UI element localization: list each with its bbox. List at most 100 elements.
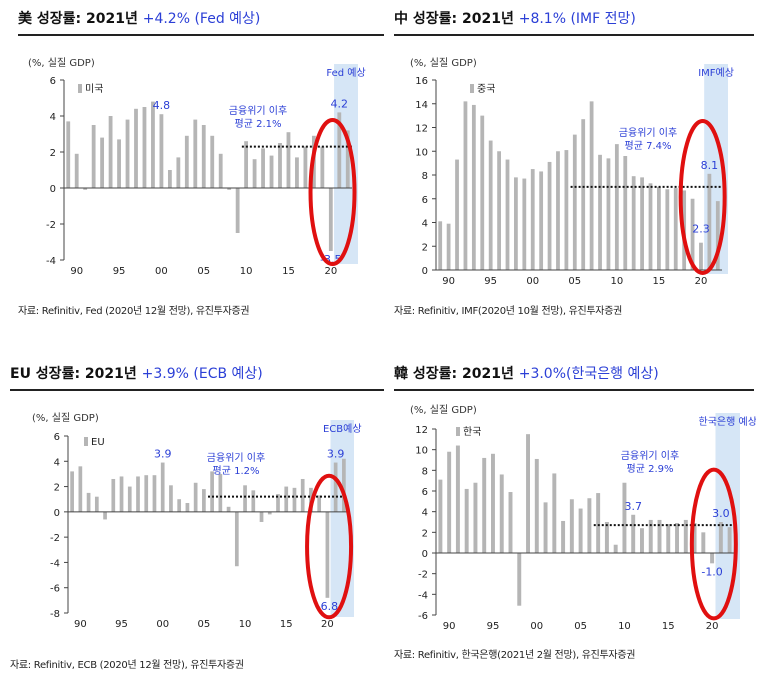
unit-label: (%, 실질 GDP) [410, 404, 477, 416]
x-tick-label: 00 [526, 276, 539, 287]
x-tick-label: 10 [610, 276, 623, 287]
bar-2020 [325, 511, 330, 598]
bar-2007 [589, 101, 594, 270]
legend-label: EU [91, 437, 105, 448]
bar-2014 [278, 143, 282, 188]
chart-panel-eu: EU 성장률: 2021년 +3.9% (ECB 예상) ECB예상 (%, 실질… [10, 363, 384, 675]
highlight-ellipse [689, 467, 738, 621]
bar-2013 [267, 511, 272, 515]
y-tick-label: 6 [50, 76, 56, 87]
bar-2008 [227, 188, 232, 190]
bar-1995 [488, 140, 493, 270]
bar-2012 [259, 511, 264, 522]
avg-label-line1: 금융위기 이후 [621, 449, 679, 462]
bar-2004 [564, 150, 569, 270]
title-prefix: 美 성장률: 2021년 [18, 11, 143, 27]
x-tick-label: 95 [113, 266, 126, 277]
bar-2020 [710, 553, 715, 564]
value-label: 4.2 [331, 97, 349, 110]
bar-2006 [210, 135, 215, 188]
bar-2009 [613, 544, 618, 553]
value-label: 4.8 [153, 99, 171, 112]
x-tick-label: 95 [115, 619, 128, 630]
bar-2019 [317, 495, 322, 512]
y-tick-label: -2 [50, 533, 60, 544]
bar-1993 [100, 137, 105, 188]
bar-2014 [276, 494, 280, 512]
legend-swatch [84, 437, 88, 446]
bar-2007 [218, 153, 223, 188]
chart-korea: 한국은행 예상 (%, 실질 GDP) -6 -4 -2 0 2 4 6 8 10 12 90 95 00 0… [410, 404, 756, 632]
bar-1999 [151, 101, 155, 188]
bar-2003 [561, 520, 566, 553]
x-tick-label: 90 [70, 266, 83, 277]
y-tick-label: 0 [54, 508, 60, 519]
chart-eu: ECB예상 (%, 실질 GDP) -8 -6 -4 -2 0 2 4 6 90 95 00 05 10 15… [32, 412, 362, 630]
bar-2015 [666, 524, 671, 553]
bar-1997 [136, 476, 140, 512]
y-tick-label: 2 [54, 483, 60, 494]
bar-2014 [657, 519, 662, 553]
y-tick-label: 12 [415, 124, 428, 135]
bar-1989 [66, 121, 71, 188]
panel-title: EU 성장률: 2021년 +3.9% (ECB 예상) [10, 363, 263, 383]
y-tick-label: 6 [422, 487, 428, 498]
bar-2010 [244, 141, 249, 188]
title-prefix: 韓 성장률: 2021년 [394, 366, 519, 382]
bar-2006 [581, 119, 586, 270]
bar-2012 [631, 176, 636, 270]
bar-2004 [193, 119, 198, 188]
y-tick-label: -8 [50, 609, 60, 620]
bar-2008 [226, 506, 231, 512]
bar-2015 [286, 132, 291, 188]
value-label: -6.8 [317, 600, 338, 613]
chart-panel-china: 中 성장률: 2021년 +8.1% (IMF 전망) IMF예상 (%, 실질 … [394, 8, 756, 328]
y-tick-label: 0 [50, 184, 56, 195]
bar-2004 [193, 482, 198, 512]
bar-1991 [83, 188, 88, 190]
bar-1990 [447, 451, 452, 553]
bar-1997 [508, 492, 513, 553]
title-highlight: +8.1% (IMF 전망) [518, 11, 636, 27]
bar-2021 [337, 112, 342, 188]
y-tick-label: 0 [422, 266, 428, 277]
x-tick-label: 20 [324, 266, 337, 277]
bar-2001 [167, 170, 172, 188]
y-tick-label: 4 [422, 508, 428, 519]
bar-1992 [94, 496, 99, 512]
value-label: 2.3 [692, 223, 710, 236]
bar-2009 [235, 188, 240, 233]
bar-2004 [569, 499, 574, 553]
forecast-label: ECB예상 [323, 423, 362, 435]
legend-label: 한국 [463, 426, 481, 438]
legend-swatch [456, 427, 460, 436]
bar-1993 [103, 511, 107, 520]
value-label: 3.7 [624, 500, 642, 513]
x-tick-label: 95 [487, 621, 500, 632]
bar-1995 [490, 453, 495, 553]
x-tick-label: 00 [530, 621, 543, 632]
bar-2005 [578, 508, 583, 553]
avg-label-line2: 평균 2.9% [627, 463, 674, 475]
bar-1993 [473, 482, 478, 553]
forecast-label: 한국은행 예상 [699, 416, 756, 428]
x-tick-label: 15 [662, 621, 675, 632]
bar-1997 [134, 108, 138, 188]
title-rule [394, 34, 754, 36]
bar-2007 [218, 473, 223, 512]
unit-label: (%, 실질 GDP) [410, 57, 477, 69]
bar-2017 [300, 478, 305, 512]
avg-label-line1: 금융위기 이후 [229, 104, 287, 117]
bar-2019 [320, 146, 325, 188]
y-tick-label: 2 [422, 242, 428, 253]
avg-label-line2: 평균 1.2% [213, 465, 260, 477]
bar-2021 [718, 522, 723, 553]
bar-2001 [539, 171, 544, 270]
bar-1998 [144, 475, 149, 512]
value-label: 3.0 [712, 507, 730, 520]
source-note: 자료: Refinitiv, Fed (2020년 12월 전망), 유진투자증… [18, 306, 250, 317]
title-rule [10, 389, 384, 391]
bar-2011 [623, 156, 628, 270]
bar-2007 [596, 493, 601, 553]
x-tick-label: 90 [443, 621, 456, 632]
